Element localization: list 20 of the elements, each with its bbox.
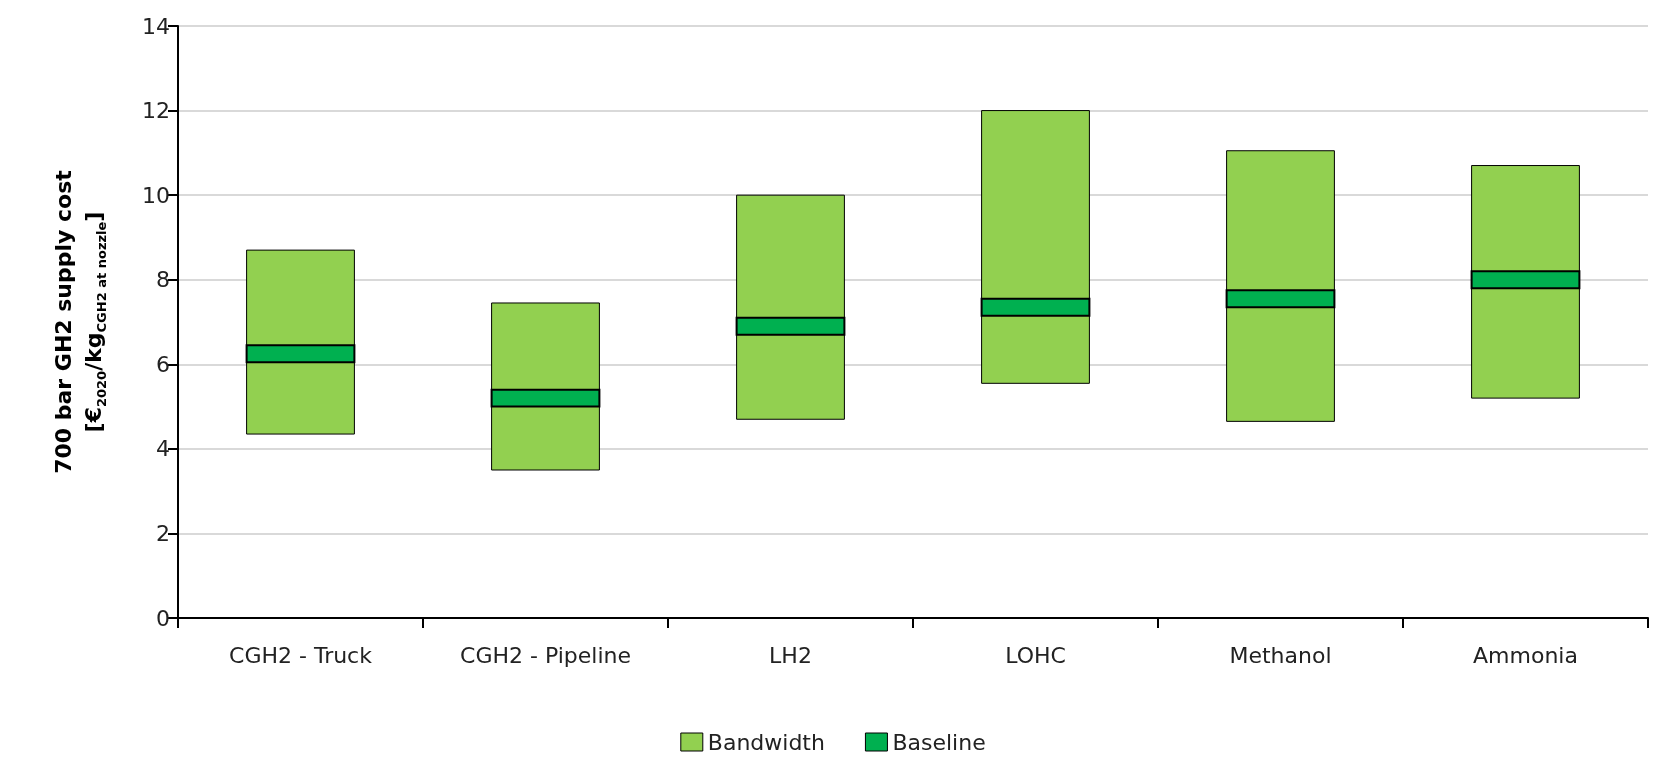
bar	[1226, 150, 1335, 422]
bar	[736, 194, 845, 420]
y-tick-label: 10	[142, 182, 170, 208]
x-tick-label: Methanol	[1229, 642, 1332, 668]
x-tick-label: CGH2 - Truck	[229, 642, 373, 668]
y-tick-label: 8	[156, 267, 170, 293]
bar	[1471, 165, 1580, 399]
x-tick-label: LOHC	[1005, 642, 1066, 668]
bar	[981, 110, 1090, 384]
y-tick-label: 0	[156, 605, 170, 631]
y-tick-label: 2	[156, 520, 170, 546]
x-tick-label: CGH2 - Pipeline	[460, 642, 631, 668]
y-tick-label: 14	[142, 13, 170, 39]
legend-label: Baseline	[892, 729, 986, 755]
y-tick-label: 6	[156, 351, 170, 377]
y-tick-label: 12	[142, 98, 170, 124]
legend-label: Bandwidth	[707, 729, 825, 755]
x-tick-label: Ammonia	[1473, 642, 1578, 668]
y-tick-label: 4	[156, 436, 170, 462]
x-tick-label: LH2	[769, 642, 812, 668]
